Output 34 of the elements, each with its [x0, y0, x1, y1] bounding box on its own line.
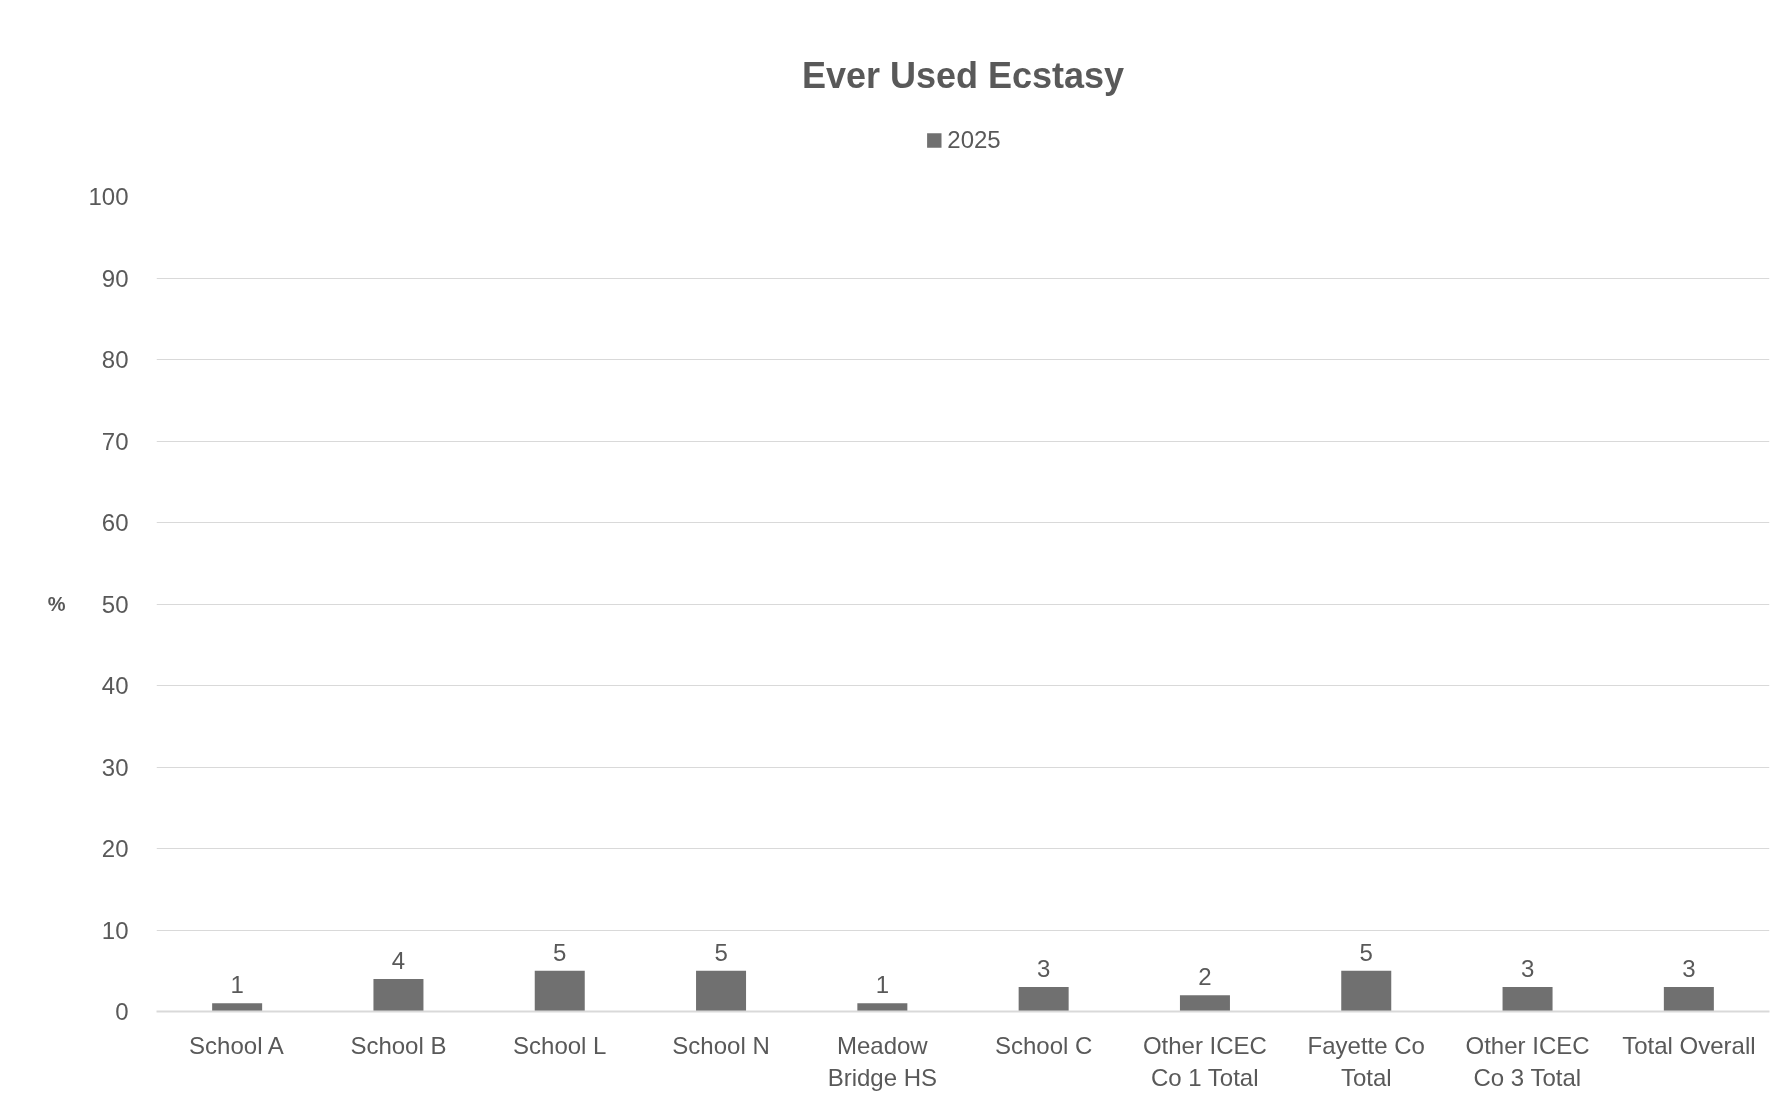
- y-tick-label: 70: [101, 427, 129, 455]
- data-label: 3: [1682, 955, 1696, 983]
- data-label: 4: [391, 946, 406, 974]
- y-tick-label: 80: [101, 346, 129, 373]
- y-tick-label: 90: [101, 264, 129, 292]
- x-tick-label: School C: [994, 1031, 1093, 1059]
- y-tick-label: 30: [101, 753, 129, 781]
- y-axis-title: %: [47, 593, 66, 615]
- x-tick-label: School A: [189, 1031, 284, 1059]
- y-tick-label: 60: [101, 509, 129, 536]
- data-label: 5: [714, 938, 728, 966]
- y-tick-label: 50: [101, 590, 129, 618]
- y-tick-label: 20: [101, 835, 129, 862]
- x-tick-label: School N: [672, 1031, 770, 1059]
- data-label: 3: [1036, 955, 1051, 983]
- x-tick-label: Meadow Bridge HS: [827, 1031, 938, 1091]
- x-tick-label: Total Overall: [1622, 1031, 1756, 1059]
- y-tick-label: 40: [101, 672, 129, 699]
- x-tick-label: Other ICEC Co 1 Total: [1142, 1031, 1267, 1091]
- data-label: 5: [1359, 938, 1373, 966]
- x-tick-label: Other ICEC Co 3 Total: [1465, 1031, 1590, 1091]
- y-tick-label: 10: [101, 916, 129, 944]
- legend-label: 2025: [947, 126, 1001, 154]
- chart-title: Ever Used Ecstasy: [801, 54, 1125, 96]
- data-label: 3: [1520, 955, 1535, 983]
- x-tick-label: School B: [350, 1031, 447, 1059]
- x-tick-label: School L: [513, 1031, 607, 1059]
- y-tick-label: 0: [115, 998, 129, 1025]
- data-label: 5: [553, 938, 567, 966]
- data-label: 1: [875, 971, 890, 999]
- data-label: 1: [230, 971, 244, 999]
- x-tick-label: Fayette Co Total: [1307, 1031, 1425, 1091]
- y-tick-label: 100: [88, 183, 129, 210]
- data-label: 2: [1198, 963, 1212, 991]
